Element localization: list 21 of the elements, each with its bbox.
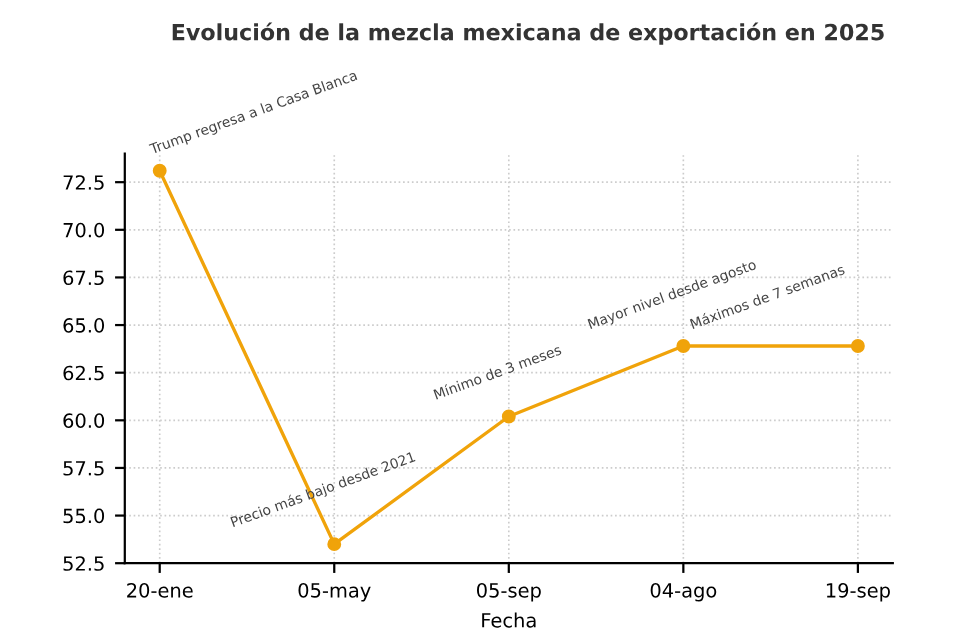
y-tick-label: 55.0 [63, 508, 105, 524]
x-tick-label: 04-ago [650, 582, 717, 602]
x-tick-label: 05-sep [476, 582, 541, 602]
point [152, 163, 167, 178]
point [501, 409, 516, 424]
point [327, 537, 342, 552]
y-tick-label: 60.0 [63, 413, 105, 428]
y-tick-label: 72.5 [63, 175, 104, 190]
y-tick-label: 57.5 [63, 461, 104, 476]
point [850, 339, 865, 353]
chart-title: Evolución de la mezcla mexicana de exportación en 2025 [172, 22, 884, 45]
x-tick-label: 19-sep [826, 582, 890, 602]
y-tick-label: 65.0 [63, 318, 105, 333]
x-tick-label: 20-ene [127, 582, 193, 598]
point [676, 339, 691, 353]
x-tick-label: 05-may [298, 582, 371, 602]
y-tick-label: 52.5 [63, 556, 104, 571]
y-tick-label: 70.0 [63, 222, 105, 238]
y-tick-label: 62.5 [63, 365, 104, 381]
x-axis-title: Fecha [482, 612, 536, 628]
y-tick-label: 67.5 [63, 270, 104, 286]
